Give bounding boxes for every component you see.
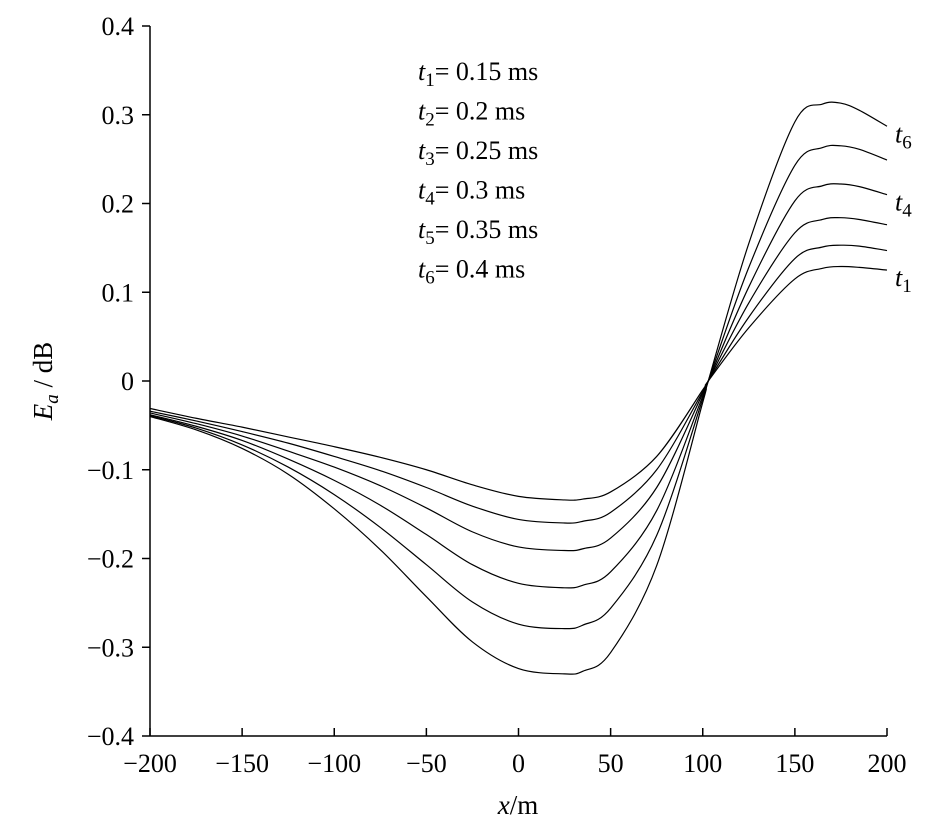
y-axis-label: Ea / dB — [28, 342, 63, 422]
legend-entry: t5= 0.35 ms — [418, 215, 538, 249]
y-tick-label: −0.1 — [87, 456, 134, 485]
x-tick-label: 200 — [868, 749, 907, 778]
x-tick-label: −150 — [215, 749, 269, 778]
x-tick-label: −200 — [123, 749, 177, 778]
y-tick-label: 0.3 — [102, 101, 135, 130]
series-line-t2 — [149, 244, 888, 524]
x-axis-unit: /m — [510, 790, 539, 820]
y-axis-var: E — [28, 403, 58, 421]
series-line-t1 — [149, 265, 888, 501]
x-tick-label: −50 — [406, 749, 447, 778]
legend-entry: t1= 0.15 ms — [418, 57, 538, 91]
x-tick-label: 100 — [683, 749, 722, 778]
y-tick-label: 0.4 — [102, 12, 135, 41]
y-axis-sub: a — [42, 394, 63, 404]
curve-labels: t1 t4 t6 — [895, 119, 912, 297]
curve-label-t1: t1 — [895, 263, 912, 297]
series-line-t3 — [149, 216, 888, 552]
x-tick-label: −100 — [307, 749, 361, 778]
y-tick-label: 0.1 — [102, 278, 135, 307]
curve-label-t6: t6 — [895, 119, 912, 153]
y-tick-label: 0.2 — [102, 190, 135, 219]
y-axis-unit: / dB — [28, 342, 58, 395]
y-tick-label: −0.3 — [87, 633, 134, 662]
series-line-t4 — [149, 183, 888, 589]
legend-entry: t6= 0.4 ms — [418, 255, 525, 289]
x-tick-label: 0 — [512, 749, 525, 778]
x-axis-var: x — [497, 790, 510, 820]
legend-entry: t2= 0.2 ms — [418, 97, 525, 131]
y-tick-label: 0 — [121, 367, 134, 396]
x-tick-label: 50 — [598, 749, 624, 778]
y-tick-label: −0.2 — [87, 545, 134, 574]
series-line-t6 — [149, 101, 888, 675]
legend-entry: t3= 0.25 ms — [418, 136, 538, 170]
legend: t1= 0.15 ms t2= 0.2 ms t3= 0.25 ms t4= 0.3 … — [418, 57, 538, 289]
x-tick-label: 150 — [775, 749, 814, 778]
curve-label-t4: t4 — [895, 188, 912, 222]
y-tick-label: −0.4 — [87, 722, 134, 751]
series-line-t5 — [149, 144, 888, 630]
legend-entry: t4= 0.3 ms — [418, 176, 525, 210]
axes: 0.4 0.3 0.2 0.1 0 −0.1 −0.2 −0.3 −0.4−200 −150 −10… — [87, 12, 907, 778]
curves — [149, 101, 888, 675]
x-axis-label: x/m — [497, 790, 539, 820]
